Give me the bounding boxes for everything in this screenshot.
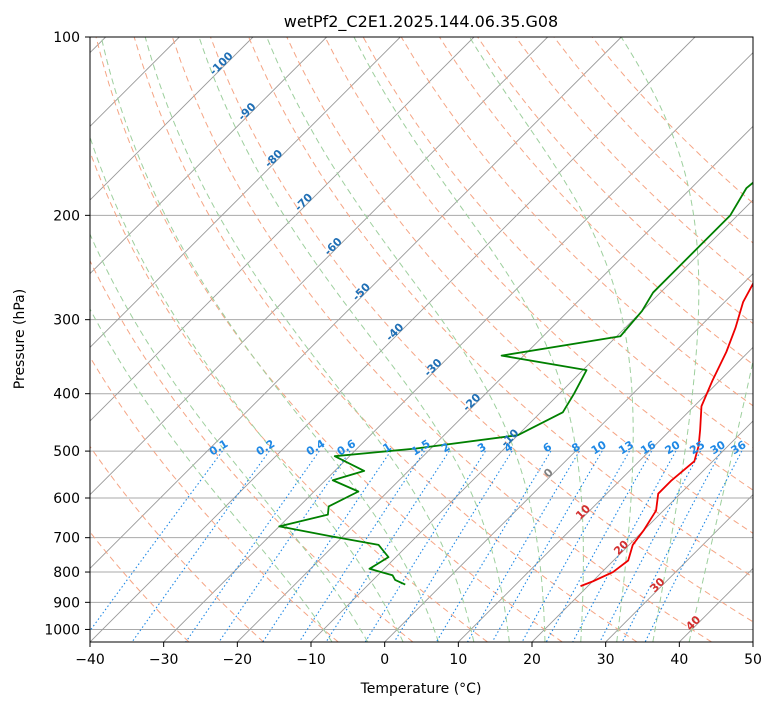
- mixing-ratio-line: [644, 450, 743, 642]
- x-tick-label: −20: [223, 652, 253, 668]
- mixing-ratio-line: [521, 450, 630, 642]
- x-axis-label: Temperature (°C): [360, 681, 482, 697]
- dry-adiabat-line: [171, 37, 712, 642]
- dry-adiabat-line: [324, 37, 753, 491]
- moist-adiabat-line: [688, 358, 753, 642]
- moist-adiabat-line: [266, 37, 546, 642]
- mixing-ratio-line: [393, 450, 513, 642]
- dry-adiabat-line: [90, 259, 414, 642]
- dry-adiabat-line: [286, 37, 753, 534]
- dry-adiabat-line: [248, 37, 753, 578]
- dry-adiabat-line: [90, 445, 264, 642]
- y-tick-label: 700: [53, 531, 80, 547]
- moist-adiabat-line: [90, 233, 369, 642]
- plot-frame: [89, 36, 754, 643]
- dry-adiabat-line: [95, 37, 563, 642]
- isotherm-line: [163, 52, 753, 642]
- y-axis-label: Pressure (hPa): [12, 289, 28, 389]
- x-tick-label: −10: [296, 652, 326, 668]
- isotherm-line: [605, 494, 753, 642]
- mixing-ratio-line: [185, 450, 320, 642]
- background-lines: [90, 37, 753, 642]
- isotherm-line: [90, 37, 475, 422]
- y-tick-label: 500: [53, 444, 80, 460]
- y-tick-label: 300: [53, 313, 80, 329]
- moist-adiabat-line: [144, 37, 475, 642]
- x-tick-label: −30: [149, 652, 179, 668]
- y-tick-label: 900: [53, 595, 80, 611]
- isotherm-line: [90, 37, 622, 569]
- isotherm-line: [384, 273, 753, 642]
- axes: −40 −30 −20 −10 0 10 20 30 40 50 100 200 300 400 500 60…: [44, 30, 762, 668]
- isotherm-line: [90, 37, 401, 348]
- mixing-ratio-line: [491, 450, 603, 642]
- mixing-ratio-line: [218, 450, 351, 642]
- moist-adiabat-line: [198, 37, 510, 642]
- temperature-profile-line: [580, 281, 753, 587]
- isotherm-line: [90, 37, 327, 275]
- x-tick-label: 10: [449, 652, 467, 668]
- moist-adiabat-line: [620, 37, 700, 642]
- x-tick-label: 30: [597, 652, 615, 668]
- moist-adiabat-line: [90, 308, 333, 642]
- dry-adiabat-line: [210, 37, 753, 623]
- chart-title: wetPf2_C2E1.2025.144.06.35.G08: [284, 12, 558, 32]
- y-tick-label: 1000: [44, 622, 80, 638]
- mixing-ratio-line: [545, 450, 653, 642]
- mixing-ratio-line: [621, 450, 722, 642]
- moist-adiabat-line: [353, 37, 584, 642]
- profile-lines: [278, 181, 753, 587]
- x-tick-label: 50: [744, 652, 762, 668]
- isotherm-line: [458, 346, 753, 642]
- y-tick-label: 200: [53, 208, 80, 224]
- dry-adiabat-line: [515, 37, 753, 284]
- mixing-ratio-line: [90, 450, 223, 632]
- dry-adiabat-line: [133, 37, 638, 642]
- isotherm-line: [237, 125, 753, 642]
- isotherm-line: [90, 37, 254, 201]
- isotherm-line: [531, 420, 753, 642]
- x-tick-label: 0: [380, 652, 389, 668]
- dewpoint-profile-line: [278, 181, 753, 586]
- mixing-ratio-line: [572, 450, 677, 642]
- isotherm-line: [90, 37, 548, 496]
- x-tick-label: 20: [523, 652, 541, 668]
- moist-adiabat-line: [90, 135, 404, 642]
- moist-adiabat-line: [100, 37, 439, 642]
- mixing-ratio-line: [599, 450, 702, 642]
- y-tick-label: 800: [53, 565, 80, 581]
- mixing-ratio-line: [298, 450, 425, 642]
- isotherm-line: [90, 37, 696, 642]
- x-tick-label: 40: [670, 652, 688, 668]
- y-tick-label: 600: [53, 491, 80, 507]
- mixing-ratio-line: [262, 450, 392, 642]
- y-tick-label: 100: [53, 30, 80, 46]
- dry-adiabat-line: [90, 356, 339, 642]
- x-tick-label: −40: [75, 652, 105, 668]
- y-tick-label: 400: [53, 387, 80, 403]
